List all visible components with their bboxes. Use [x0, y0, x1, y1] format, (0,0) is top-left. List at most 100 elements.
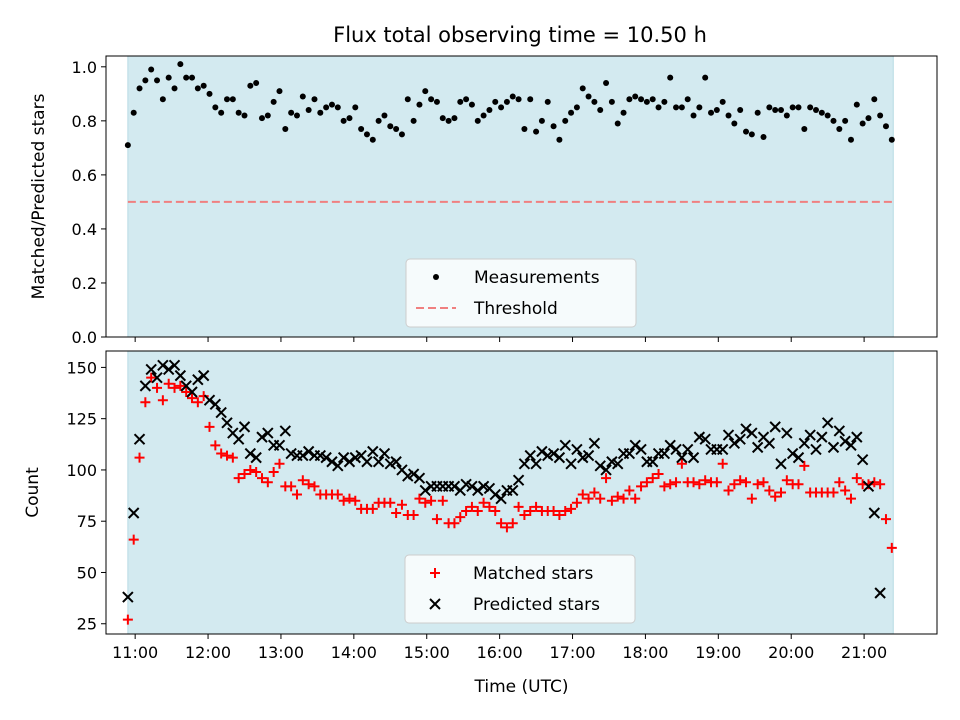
predicted-star-point [810, 443, 822, 456]
x-tick-label: 12:00 [185, 643, 231, 662]
predicted-star-point [839, 435, 851, 447]
measurement-point [346, 115, 353, 122]
predicted-star-point [728, 437, 741, 449]
axes-frame [105, 55, 938, 338]
ratio-panel: 0.0 0.2 0.4 0.6 0.8 1.0 Matched/Predicted star… [29, 55, 938, 347]
matched-star-point [764, 485, 775, 496]
matched-star-point [449, 518, 460, 529]
matched-star-point [741, 477, 752, 488]
predicted-star-point [821, 417, 834, 429]
predicted-star-point [221, 417, 233, 429]
matched-star-point [601, 473, 612, 484]
predicted-star-point [518, 458, 531, 470]
y-tick-label: 125 [66, 410, 97, 429]
y-axis-label: Matched/Predicted stars [29, 93, 49, 299]
matched-star-point [251, 466, 262, 477]
matched-star-point [851, 473, 862, 484]
y-axis-label: Count [23, 467, 43, 518]
measurement-point [725, 112, 732, 119]
measurement-point [334, 104, 341, 111]
measurement-point [159, 96, 166, 103]
matched-star-point [268, 466, 279, 477]
measurement-point [708, 109, 715, 116]
predicted-star-point [676, 451, 688, 464]
matched-star-point [688, 477, 699, 488]
predicted-star-point [856, 453, 869, 466]
measurement-point [317, 109, 324, 116]
matched-star-point [303, 479, 314, 490]
predicted-star-point [816, 431, 828, 443]
predicted-star-point [524, 449, 536, 462]
measurement-point [428, 96, 435, 103]
predicted-star-point [571, 443, 583, 456]
measurement-point [521, 125, 528, 132]
measurement-point [812, 107, 819, 114]
y-tick-label: 0.6 [72, 166, 97, 185]
measurement-point [533, 128, 540, 135]
measurement-point [433, 98, 440, 105]
matched-star-point [169, 382, 180, 393]
predicted-star-point [127, 507, 140, 519]
y-tick-label: 150 [66, 358, 97, 377]
matched-star-point [595, 493, 606, 504]
measurement-point [626, 96, 633, 103]
predicted-star-point [699, 433, 711, 445]
matched-star-point [612, 491, 623, 502]
measurement-point [194, 85, 201, 92]
measurement-point [643, 98, 650, 105]
measurement-point [877, 112, 884, 119]
measurement-point [731, 120, 738, 127]
measurement-point [509, 93, 516, 100]
measurement-point [247, 82, 254, 89]
matched-star-point [653, 469, 664, 480]
matched-star-point [531, 501, 542, 512]
matched-star-point [501, 522, 512, 533]
measurement-point [743, 128, 750, 135]
measurement-point [492, 98, 499, 105]
measurement-point [148, 66, 155, 73]
predicted-star-point [862, 480, 875, 493]
predicted-star-point [302, 445, 315, 458]
x-tick-label: 16:00 [477, 643, 523, 662]
matched-star-point [548, 505, 559, 516]
matched-star-point [146, 372, 157, 383]
measurement-point [550, 123, 557, 130]
matched-star-point [671, 477, 682, 488]
measurement-point [451, 115, 458, 122]
predicted-star-point [122, 591, 134, 603]
measurement-point [807, 104, 814, 111]
matched-star-point [746, 493, 757, 504]
predicted-star-point [489, 488, 501, 501]
predicted-star-point [262, 427, 274, 439]
y-tick-label: 0.8 [72, 112, 97, 131]
predicted-star-point [833, 425, 846, 437]
measurement-point [661, 98, 668, 105]
predicted-star-point [197, 369, 210, 382]
measurement-point [853, 101, 860, 108]
matched-star-point [886, 542, 897, 553]
predicted-star-point [507, 484, 519, 497]
predicted-star-point [238, 421, 251, 433]
predicted-star-point [874, 587, 886, 599]
matched-star-point [367, 503, 378, 514]
matched-star-point [437, 495, 448, 506]
predicted-star-point [827, 441, 840, 454]
matched-star-point [181, 387, 192, 398]
measurement-point [591, 98, 598, 105]
predicted-star-point [775, 458, 787, 470]
measurement-point [713, 107, 720, 114]
legend-matched-marker [430, 568, 440, 578]
predicted-star-point [851, 431, 863, 443]
measurement-point [556, 136, 563, 143]
matched-star-point [700, 475, 711, 486]
measurement-point [229, 96, 236, 103]
predicted-star-point [168, 359, 181, 372]
predicted-star-point [635, 443, 647, 456]
measurement-point [270, 98, 277, 105]
predicted-star-point [145, 363, 157, 376]
measurement-point [795, 104, 802, 111]
predicted-star-point [203, 394, 216, 406]
x-tick-label: 13:00 [258, 643, 304, 662]
y-tick-label: 0.0 [72, 328, 97, 347]
predicted-star-point [215, 406, 227, 419]
